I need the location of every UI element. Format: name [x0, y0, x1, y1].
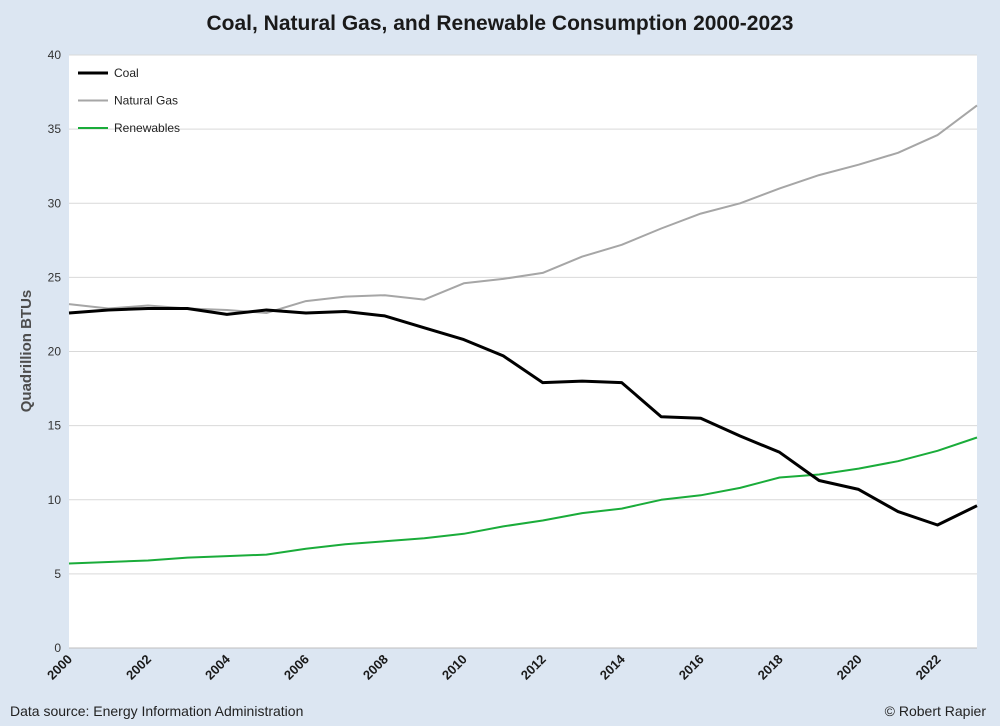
y-axis-title: Quadrillion BTUs [18, 290, 35, 413]
x-tick-label: 2008 [360, 652, 391, 683]
x-tick-label: 2000 [44, 652, 75, 683]
x-tick-label: 2014 [597, 651, 629, 683]
legend: Coal Natural Gas Renewables [78, 66, 180, 135]
y-tick-label: 25 [48, 270, 62, 284]
x-tick-label: 2012 [518, 652, 549, 683]
x-tick-label: 2016 [676, 652, 707, 683]
credit-note: © Robert Rapier [884, 703, 986, 719]
x-tick-label: 2006 [281, 652, 312, 683]
y-tick-label: 35 [48, 122, 62, 136]
x-tick-label: 2022 [913, 652, 944, 683]
x-tick-label: 2020 [834, 652, 865, 683]
series-line-coal [68, 307, 978, 527]
gridlines [69, 54, 977, 575]
y-tick-label: 20 [48, 345, 62, 359]
series-line-renewables [68, 436, 978, 565]
y-tick-label: 15 [48, 419, 62, 433]
y-tick-label: 40 [48, 48, 62, 62]
x-tick-label: 2018 [755, 652, 786, 683]
source-note: Data source: Energy Information Administ… [10, 703, 304, 719]
series-line-natural-gas [68, 104, 978, 314]
y-tick-label: 5 [54, 567, 61, 581]
legend-label: Coal [114, 66, 139, 80]
y-tick-label: 10 [48, 493, 62, 507]
legend-label: Renewables [114, 121, 180, 135]
y-tick-label: 30 [48, 196, 62, 210]
legend-label: Natural Gas [114, 94, 178, 108]
series-lines [68, 104, 978, 565]
y-tick-label: 0 [54, 641, 61, 655]
x-tick-label: 2004 [202, 651, 234, 683]
x-tick-label: 2002 [123, 652, 154, 683]
chart-title: Coal, Natural Gas, and Renewable Consump… [206, 12, 794, 35]
x-tick-label: 2010 [439, 652, 470, 683]
